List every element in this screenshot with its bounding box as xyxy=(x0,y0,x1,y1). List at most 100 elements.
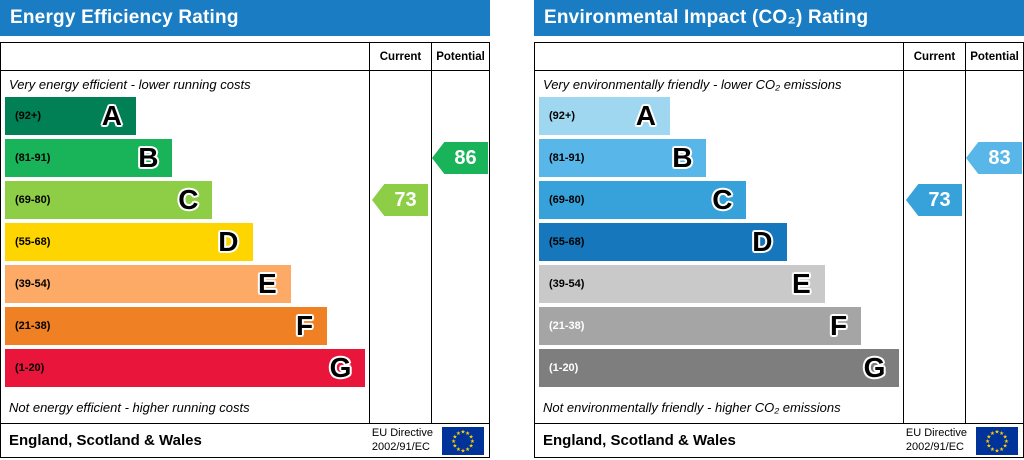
band-a-letter: A xyxy=(635,100,657,131)
svg-text:★: ★ xyxy=(452,442,457,449)
band-d-range: (55-68) xyxy=(549,236,585,248)
eu-directive-line2: 2002/91/EC xyxy=(905,440,964,453)
band-c-range: (69-80) xyxy=(15,194,51,206)
energy-chart-footer: England, Scotland & Wales EU Directive 2… xyxy=(1,423,489,457)
band-g-range: (1-20) xyxy=(15,362,45,374)
svg-text:★: ★ xyxy=(460,428,465,435)
band-g: (1-20) G xyxy=(539,349,900,387)
band-g-letter: G xyxy=(329,352,352,383)
current-rating-arrow: 73 xyxy=(906,184,962,216)
band-g-letter: G xyxy=(863,352,886,383)
band-d-range: (55-68) xyxy=(15,236,51,248)
environmental-column-headers: Current Potential xyxy=(535,43,1023,71)
current-rating-value: 73 xyxy=(928,188,951,211)
svg-text:★: ★ xyxy=(469,433,474,440)
energy-efficiency-chart: Energy Efficiency Rating Current Potenti… xyxy=(0,0,490,460)
environmental-top-note: Very environmentally friendly - lower CO… xyxy=(543,77,842,92)
band-a-range: (92+) xyxy=(15,110,41,122)
eu-directive-label: EU Directive 2002/91/EC xyxy=(372,427,433,453)
potential-rating-arrow: 83 xyxy=(966,142,1022,174)
potential-rating-arrow: 86 xyxy=(432,142,488,174)
band-c: (69-80) C xyxy=(539,181,747,219)
current-column-header: Current xyxy=(903,43,965,70)
eu-directive-line1: EU Directive xyxy=(371,427,433,440)
band-f: (21-38) F xyxy=(5,307,328,345)
svg-text:★: ★ xyxy=(1004,438,1009,445)
svg-text:★: ★ xyxy=(986,433,991,440)
environmental-rating-bands: (92+) A (81-91) B (69-80) C (55-68) D (3… xyxy=(539,97,903,391)
band-f-range: (21-38) xyxy=(15,320,51,332)
band-b-letter: B xyxy=(672,142,693,173)
svg-text:★: ★ xyxy=(1003,433,1008,440)
environmental-chart-footer: England, Scotland & Wales EU Directive 2… xyxy=(535,423,1023,457)
band-b-range: (81-91) xyxy=(15,152,51,164)
environmental-bottom-note: Not environmentally friendly - higher CO… xyxy=(543,400,841,415)
region-label: England, Scotland & Wales xyxy=(9,432,202,449)
band-e-letter: E xyxy=(258,268,277,299)
svg-text:★: ★ xyxy=(999,446,1004,453)
potential-column-header: Potential xyxy=(965,43,1023,70)
current-rating-value: 73 xyxy=(394,188,417,211)
svg-text:★: ★ xyxy=(985,438,990,445)
band-f-letter: F xyxy=(830,310,848,341)
environmental-impact-chart: Environmental Impact (CO₂) Rating Curren… xyxy=(534,0,1024,460)
band-e: (39-54) E xyxy=(5,265,291,303)
band-column-spacer xyxy=(535,43,903,70)
band-f-letter: F xyxy=(296,310,314,341)
svg-text:★: ★ xyxy=(1003,442,1008,449)
energy-top-note: Very energy efficient - lower running co… xyxy=(9,77,251,92)
energy-chart-table: Current Potential Very energy efficient … xyxy=(0,42,490,458)
environmental-chart-title: Environmental Impact (CO₂) Rating xyxy=(544,7,869,28)
band-d-letter: D xyxy=(752,226,773,257)
energy-chart-title: Energy Efficiency Rating xyxy=(10,7,239,28)
band-c: (69-80) C xyxy=(5,181,213,219)
band-c-letter: C xyxy=(712,184,733,215)
band-a: (92+) A xyxy=(539,97,671,135)
energy-title-bar: Energy Efficiency Rating xyxy=(0,0,490,36)
environmental-chart-body: Very environmentally friendly - lower CO… xyxy=(535,71,1023,423)
band-b-range: (81-91) xyxy=(549,152,585,164)
svg-text:★: ★ xyxy=(456,446,461,453)
energy-chart-body: Very energy efficient - lower running co… xyxy=(1,71,489,423)
potential-column-header: Potential xyxy=(431,43,489,70)
svg-text:★: ★ xyxy=(460,447,465,454)
eu-directive-line1: EU Directive xyxy=(905,427,967,440)
band-g-range: (1-20) xyxy=(549,362,579,374)
svg-text:★: ★ xyxy=(451,438,456,445)
band-e-range: (39-54) xyxy=(15,278,51,290)
band-f: (21-38) F xyxy=(539,307,862,345)
region-label: England, Scotland & Wales xyxy=(543,432,736,449)
band-e: (39-54) E xyxy=(539,265,825,303)
svg-text:★: ★ xyxy=(994,428,999,435)
band-a-letter: A xyxy=(101,100,123,131)
band-d-letter: D xyxy=(218,226,239,257)
band-a-range: (92+) xyxy=(549,110,575,122)
svg-text:★: ★ xyxy=(990,446,995,453)
band-b: (81-91) B xyxy=(5,139,173,177)
svg-text:★: ★ xyxy=(994,447,999,454)
band-c-letter: C xyxy=(178,184,199,215)
energy-bottom-note: Not energy efficient - higher running co… xyxy=(9,400,250,415)
band-d: (55-68) D xyxy=(539,223,787,261)
eu-flag-icon: ★ ★ ★★ ★★ ★★ ★★ ★★ xyxy=(442,426,484,455)
potential-rating-value: 83 xyxy=(988,146,1011,169)
svg-text:★: ★ xyxy=(456,429,461,436)
band-e-range: (39-54) xyxy=(549,278,585,290)
energy-column-headers: Current Potential xyxy=(1,43,489,71)
band-g: (1-20) G xyxy=(5,349,366,387)
energy-rating-bands: (92+) A (81-91) B (69-80) C (55-68) D (3… xyxy=(5,97,369,391)
current-column-divider xyxy=(903,71,904,423)
potential-column-divider xyxy=(965,71,966,423)
band-b: (81-91) B xyxy=(539,139,707,177)
band-f-range: (21-38) xyxy=(549,320,585,332)
band-c-range: (69-80) xyxy=(549,194,585,206)
eu-flag-icon: ★ ★ ★★ ★★ ★★ ★★ ★★ xyxy=(976,426,1018,455)
potential-column-divider xyxy=(431,71,432,423)
environmental-title-bar: Environmental Impact (CO₂) Rating xyxy=(534,0,1024,36)
svg-text:★: ★ xyxy=(452,433,457,440)
environmental-chart-table: Current Potential Very environmentally f… xyxy=(534,42,1024,458)
band-a: (92+) A xyxy=(5,97,137,135)
band-column-spacer xyxy=(1,43,369,70)
potential-rating-value: 86 xyxy=(454,146,477,169)
svg-text:★: ★ xyxy=(470,438,475,445)
